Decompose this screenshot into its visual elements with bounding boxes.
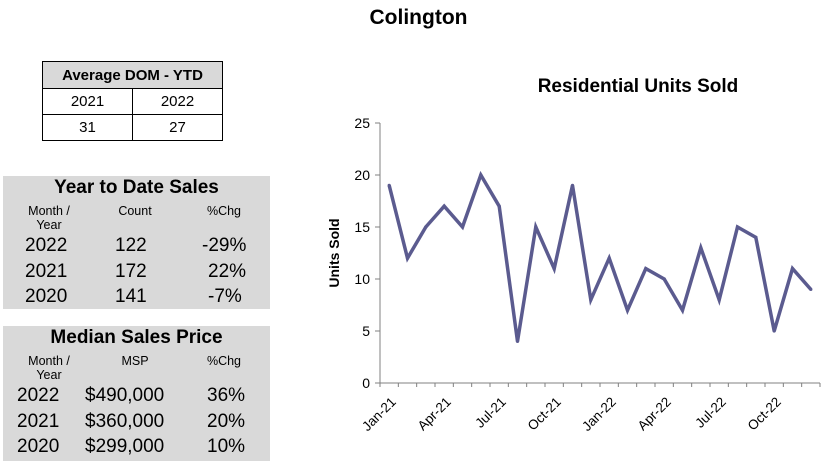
- data-point: [662, 277, 666, 281]
- x-tick-label: Oct-22: [745, 394, 784, 433]
- msp-row-price: $360,000: [85, 411, 165, 432]
- msp-row-price: $299,000: [85, 436, 165, 457]
- msp-row-year: 2022: [17, 385, 60, 406]
- dom-year-cell: 2021: [42, 88, 133, 115]
- msp-row-year: 2021: [17, 411, 60, 432]
- y-tick-label: 20: [354, 167, 370, 183]
- ytd-row-count: 122: [115, 235, 147, 256]
- msp-row-chg: 10%: [207, 436, 246, 457]
- units-sold-chart: Residential Units Sold Units Sold 0 5 10 15…: [326, 76, 821, 434]
- data-point: [552, 267, 556, 271]
- y-tick-label: 5: [362, 323, 370, 339]
- msp-row-chg: 20%: [207, 411, 246, 432]
- ytd-sales-title: Year to Date Sales: [54, 177, 219, 198]
- data-point: [534, 225, 538, 229]
- ytd-row-chg: -29%: [202, 235, 247, 256]
- y-tick-label: 15: [354, 219, 370, 235]
- data-point: [442, 204, 446, 208]
- data-point: [809, 287, 813, 291]
- ytd-row-chg: -7%: [208, 286, 242, 307]
- msp-row-chg: 36%: [207, 385, 246, 406]
- data-point: [699, 246, 703, 250]
- chart-axes: [379, 123, 820, 384]
- dom-value-cell: 27: [132, 114, 223, 141]
- data-point: [405, 256, 410, 260]
- data-point: [772, 329, 776, 333]
- ytd-header-chg: %Chg: [206, 204, 242, 218]
- x-tick-label: Apr-21: [415, 394, 454, 433]
- y-tick-label: 25: [354, 115, 370, 131]
- data-point: [497, 204, 501, 208]
- ytd-header-year: Month / Year: [28, 204, 70, 232]
- chart-title: Residential Units Sold: [538, 76, 739, 97]
- x-tick-label: Jul-21: [472, 394, 509, 431]
- ytd-sales-panel: Year to Date Sales Month / Year Count %Ch…: [3, 176, 270, 309]
- data-point: [570, 183, 575, 187]
- series-line: [387, 170, 813, 342]
- ytd-row-count: 172: [115, 261, 147, 282]
- ytd-row-count: 141: [115, 286, 147, 307]
- y-tick-label: 0: [362, 375, 370, 391]
- dom-year-cell: 2022: [132, 88, 223, 115]
- page-title: Colington: [369, 6, 468, 29]
- y-tick-label: 10: [354, 271, 370, 287]
- data-point: [387, 183, 391, 187]
- data-point: [644, 267, 648, 271]
- x-tick-label: Apr-22: [635, 394, 674, 433]
- msp-header-chg: %Chg: [206, 354, 242, 368]
- msp-header-msp: MSP: [121, 354, 149, 368]
- x-tick-label: Jan-21: [359, 394, 399, 434]
- ytd-row-chg: 22%: [208, 261, 247, 282]
- ytd-header-count: Count: [118, 204, 152, 218]
- data-point: [790, 267, 795, 271]
- ytd-row-year: 2021: [25, 261, 68, 282]
- dom-table: Average DOM - YTD 2021 2022 31 27: [42, 61, 223, 141]
- data-point: [717, 298, 721, 302]
- x-tick-label: Jul-22: [692, 394, 729, 431]
- msp-header-year: Month / Year: [28, 354, 70, 382]
- data-point: [735, 225, 740, 229]
- msp-row-year: 2020: [17, 436, 60, 457]
- y-ticks: 0 5 10 15 20 25: [354, 115, 380, 391]
- ytd-row-year: 2022: [25, 235, 68, 256]
- y-axis-label: Units Sold: [326, 218, 342, 287]
- x-tick-label: Jan-22: [579, 394, 619, 434]
- data-point: [625, 308, 630, 312]
- ytd-row-year: 2020: [25, 286, 68, 307]
- median-price-panel: Median Sales Price Month / Year MSP %Chg …: [3, 326, 270, 461]
- data-point: [460, 225, 465, 229]
- data-point: [479, 173, 483, 177]
- data-point: [607, 256, 611, 260]
- median-price-title: Median Sales Price: [50, 327, 223, 348]
- data-point: [515, 339, 520, 343]
- x-ticks: Jan-21 Apr-21 Jul-21 Oct-21 Jan-22 Apr-22 Jul-…: [359, 383, 821, 434]
- dom-table-title: Average DOM - YTD: [42, 61, 223, 89]
- data-point: [589, 298, 593, 302]
- msp-row-price: $490,000: [85, 385, 165, 406]
- dom-value-cell: 31: [42, 114, 133, 141]
- data-point: [424, 225, 428, 229]
- data-point: [680, 308, 685, 312]
- data-point: [754, 235, 758, 239]
- series: [387, 170, 813, 343]
- x-tick-label: Oct-21: [525, 394, 564, 433]
